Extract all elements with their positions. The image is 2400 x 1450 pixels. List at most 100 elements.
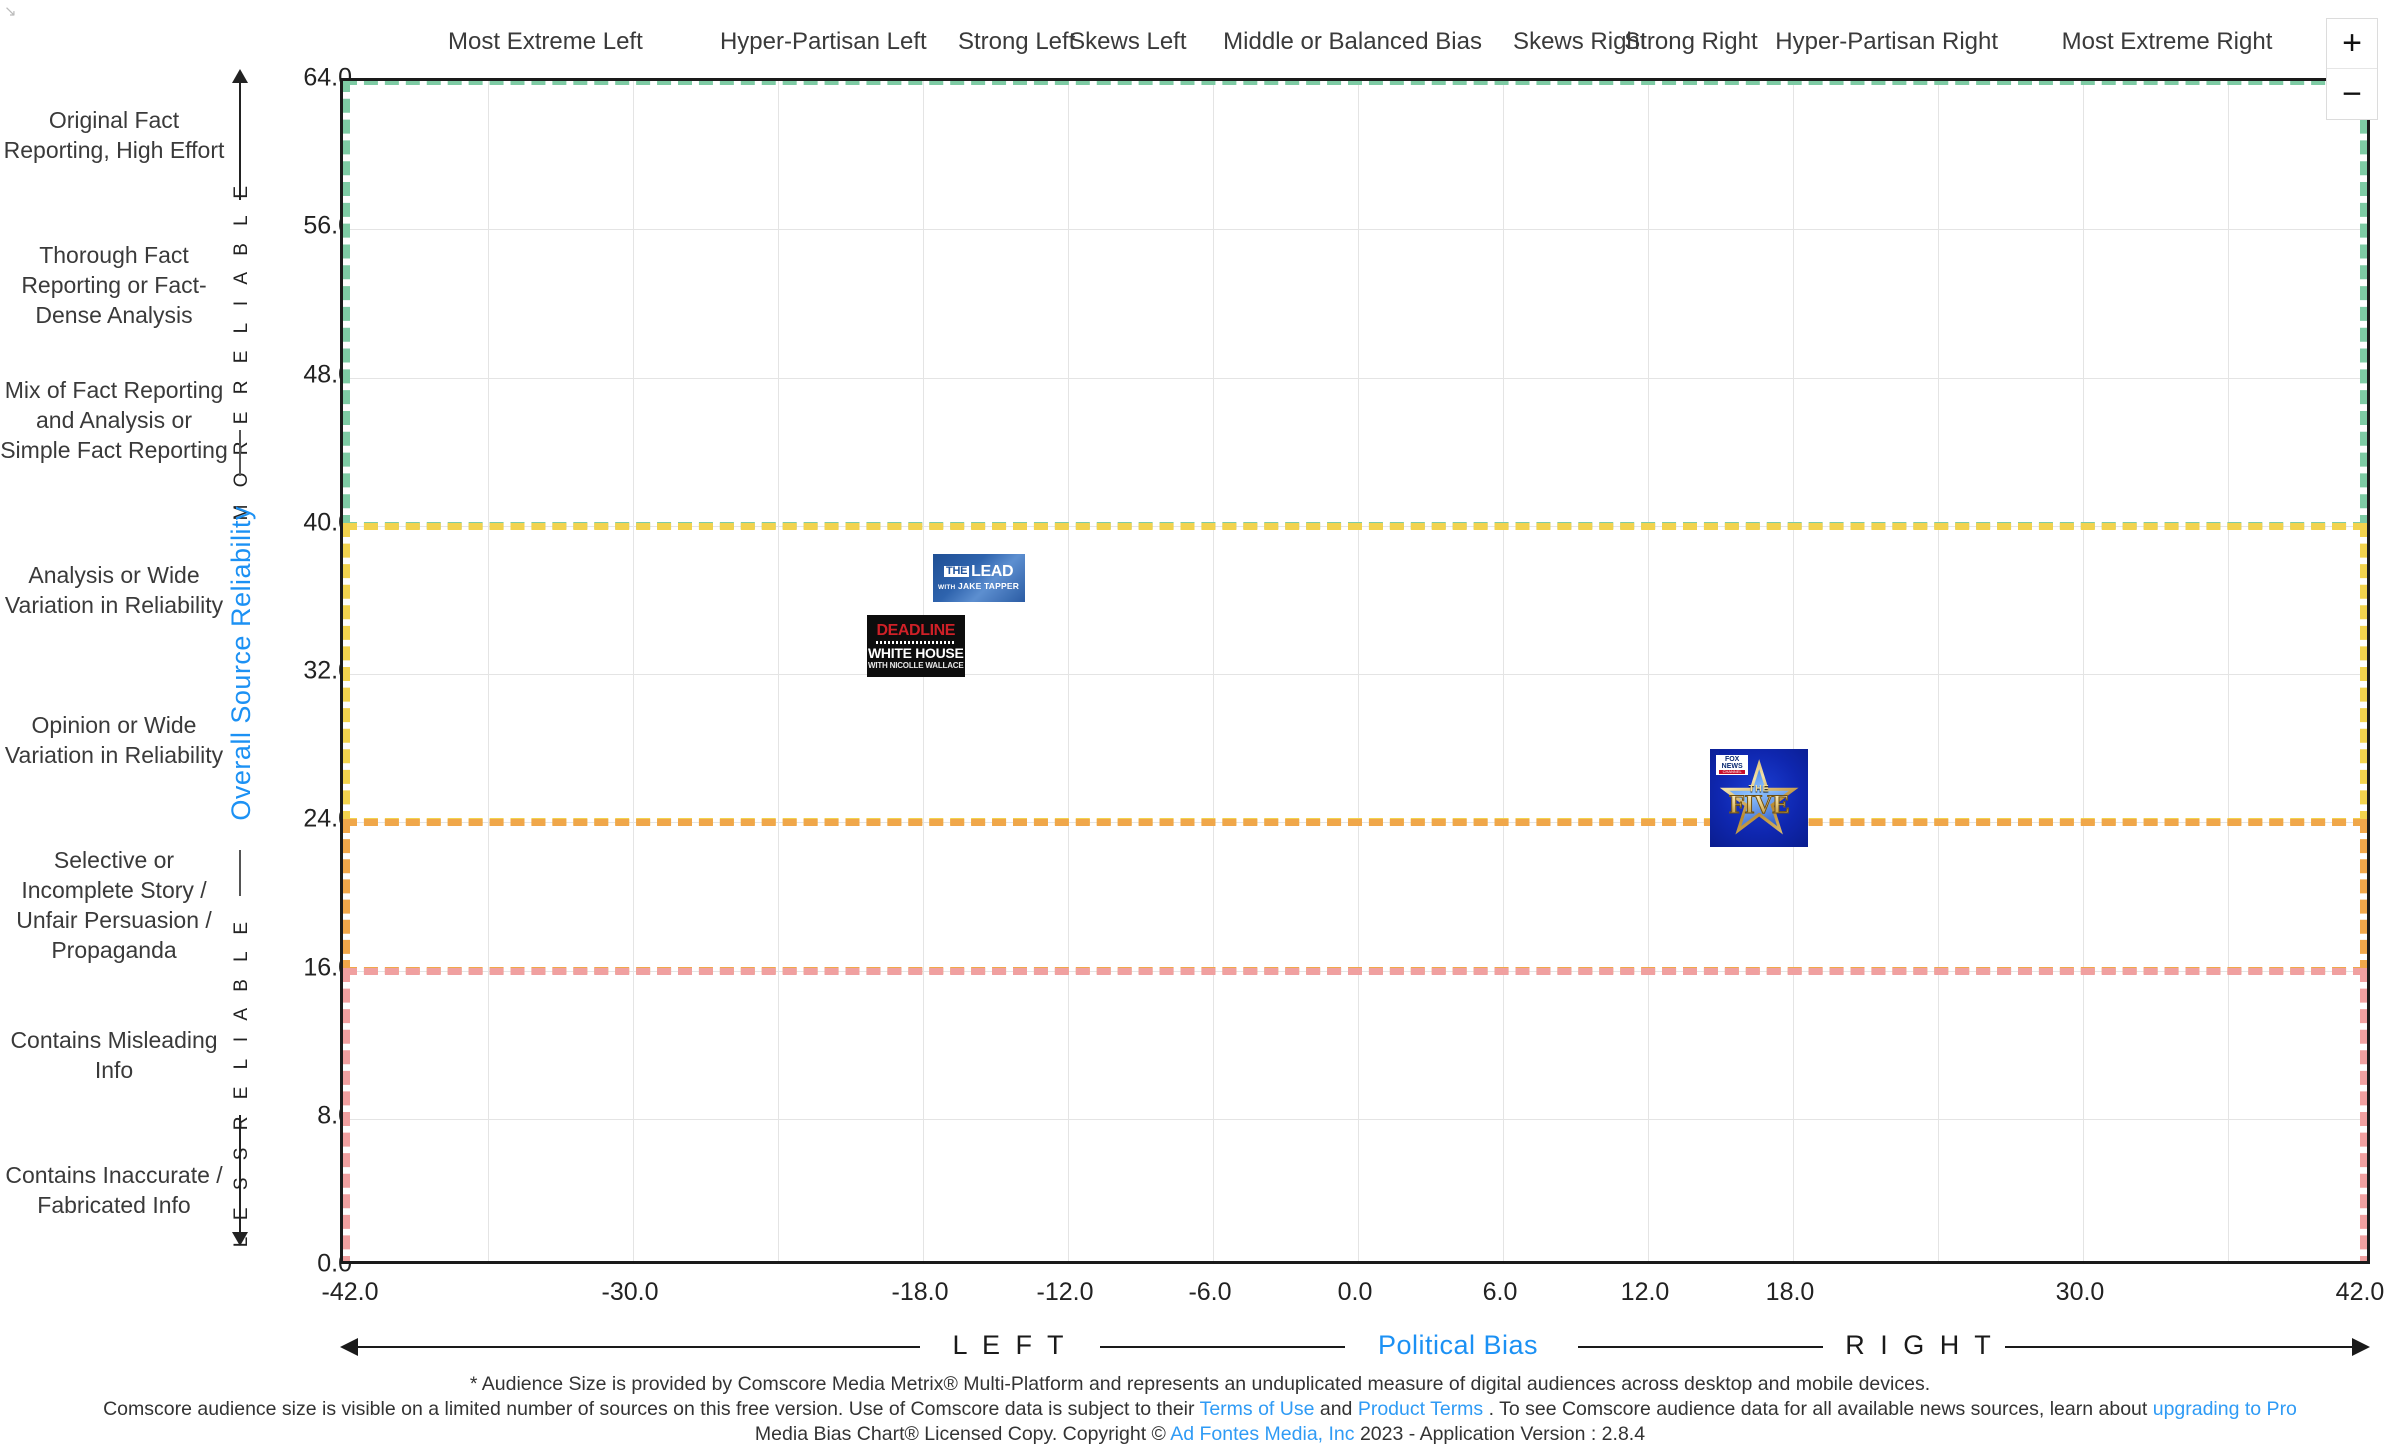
gridline [1213,81,1214,1261]
lead-host-text: WITH JAKE TAPPER [938,580,1020,591]
data-point-logo[interactable]: FOX NEWS CHANNEL THE FIVE [1710,749,1809,848]
reliability-description: Mix of Fact Reporting and Analysis or Si… [0,377,228,463]
reliability-description: Original Fact Reporting, High Effort [3,107,225,163]
gridline [343,1118,2367,1120]
footer-line-1: * Audience Size is provided by Comscore … [0,1372,2400,1397]
right-arrow-head [2352,1338,2370,1356]
zoom-out-button[interactable]: − [2342,74,2362,113]
x-tick-label: -18.0 [891,1278,949,1306]
comscore-note-a: Comscore audience size is visible on a l… [103,1398,1195,1420]
y-tick-label: 0.0 [317,1249,352,1278]
copyright-text-b: 2023 - Application Version : 2.8.4 [1359,1423,1646,1445]
gridline [343,822,2367,824]
bias-category-label: Most Extreme Right [2061,28,2273,55]
gridline [2228,81,2229,1261]
political-bias-axis: L E F T Political Bias R I G H T [340,1325,2370,1369]
data-points: THE LEAD WITH JAKE TAPPER DEADLINE WHITE HOU… [343,81,2367,848]
x-tick-label: 30.0 [2055,1278,2105,1306]
x-tick-label: -6.0 [1188,1278,1232,1306]
lead-title-row: THE LEAD [944,562,1014,580]
chart-plot-area[interactable]: THE LEAD WITH JAKE TAPPER DEADLINE WHITE HOU… [340,78,2370,1264]
five-word-text: FIVE [1729,790,1791,820]
x-tick-label: -30.0 [601,1278,659,1306]
y-tick-label: 40.0 [303,508,352,537]
gridline [343,229,2367,231]
fox-news-badge: FOX NEWS CHANNEL [1716,755,1749,776]
red-band [343,967,2367,1261]
bias-category-label: Skews Right [1513,28,1647,55]
white-house-text: WHITE HOUSE [868,644,964,661]
gridline [633,81,634,1261]
left-inner-line [1100,1346,1345,1348]
lead-the-text: THE [944,565,970,578]
copyright-text-a: Media Bias Chart® Licensed Copy. Copyrig… [754,1423,1166,1445]
comscore-note-b: . To see Comscore audience data for all … [1488,1398,2148,1420]
x-tick-label: 12.0 [1620,1278,1670,1306]
bias-category-label: Most Extreme Left [448,28,643,55]
reliability-description: Opinion or Wide Variation in Reliability [4,712,224,768]
gridline [343,674,2367,675]
deadline-rule [875,640,956,644]
gridline [1503,81,1504,1261]
y-tick-label: 56.0 [303,211,352,240]
footer: * Audience Size is provided by Comscore … [0,1372,2400,1447]
y-tick-label: 64.0 [303,63,352,92]
zoom-in-button[interactable]: + [2327,19,2377,69]
gridline [343,525,2367,527]
x-tick-label: 0.0 [1337,1278,1373,1306]
reliability-tick-upper [239,430,241,476]
conjunction-and: and [1319,1398,1353,1420]
reliability-description: Thorough Fact Reporting or Fact-Dense An… [21,242,207,328]
bias-category-labels: Most Extreme Left Hyper-Partisan Left Stro… [0,28,2400,68]
terms-of-use-link[interactable]: Terms of Use [1199,1398,1315,1420]
five-the-text: THE [1748,783,1770,794]
footer-line-3: Media Bias Chart® Licensed Copy. Copyrig… [0,1422,2400,1447]
reliability-description: Contains Misleading Info [10,1027,218,1083]
audience-size-note: * Audience Size is provided by Comscore … [469,1373,1931,1395]
x-tick-label: 42.0 [2335,1278,2385,1306]
gridline [1358,81,1359,1261]
bias-category-label: Middle or Balanced Bias [1223,28,1482,55]
reliability-description: Selective or Incomplete Story / Unfair P… [16,847,212,963]
x-tick-label: -12.0 [1036,1278,1094,1306]
y-tick-label: 16.0 [303,953,352,981]
left-axis-line [356,1346,920,1348]
x-tick-label: -42.0 [321,1278,379,1306]
right-axis-line [2005,1346,2354,1348]
right-inner-line [1578,1346,1823,1348]
gridline [1793,81,1794,1261]
gridline [343,970,2367,972]
y-tick-label: 48.0 [303,360,352,388]
reliability-tick-lower [239,850,241,896]
bias-category-label: Strong Left [957,28,1076,55]
y-tick-label: 32.0 [303,656,352,685]
deadline-text: DEADLINE [876,621,956,639]
bias-category-label: Strong Right [1624,28,1758,55]
left-label: L E F T [952,1330,1068,1360]
data-point-logo[interactable]: THE LEAD WITH JAKE TAPPER [932,553,1025,602]
product-terms-link[interactable]: Product Terms [1357,1398,1484,1420]
x-tick-label: 18.0 [1765,1278,1815,1306]
reliability-description: Analysis or Wide Variation in Reliabilit… [4,562,224,618]
zoom-controls[interactable]: + − [2326,18,2378,120]
data-point-logo[interactable]: DEADLINE WHITE HOUSE WITH NICOLLE WALLACE [866,615,965,678]
gridline [2083,81,2084,1261]
more-reliable-arrow [232,69,248,200]
left-arrow-head [340,1338,358,1356]
bias-category-label: Skews Left [1069,28,1187,55]
gridline [1648,81,1649,1261]
gridline [1938,81,1939,1261]
gridline [343,377,2367,379]
bias-category-label: Hyper-Partisan Left [719,28,927,55]
upgrading-to-pro-link[interactable]: upgrading to Pro [2152,1398,2297,1420]
reliability-description: Contains Inaccurate / Fabricated Info [5,1162,223,1218]
ad-fontes-media-link[interactable]: Ad Fontes Media, Inc [1170,1423,1355,1445]
x-tick-label: 6.0 [1482,1278,1518,1306]
lead-lead-text: LEAD [971,562,1014,580]
x-axis-title: Political Bias [1377,1330,1539,1360]
corner-mark: ↘ [4,3,17,20]
footer-line-2: Comscore audience size is visible on a l… [0,1397,2400,1422]
gridline [778,81,779,1261]
orange-band [343,819,2367,974]
